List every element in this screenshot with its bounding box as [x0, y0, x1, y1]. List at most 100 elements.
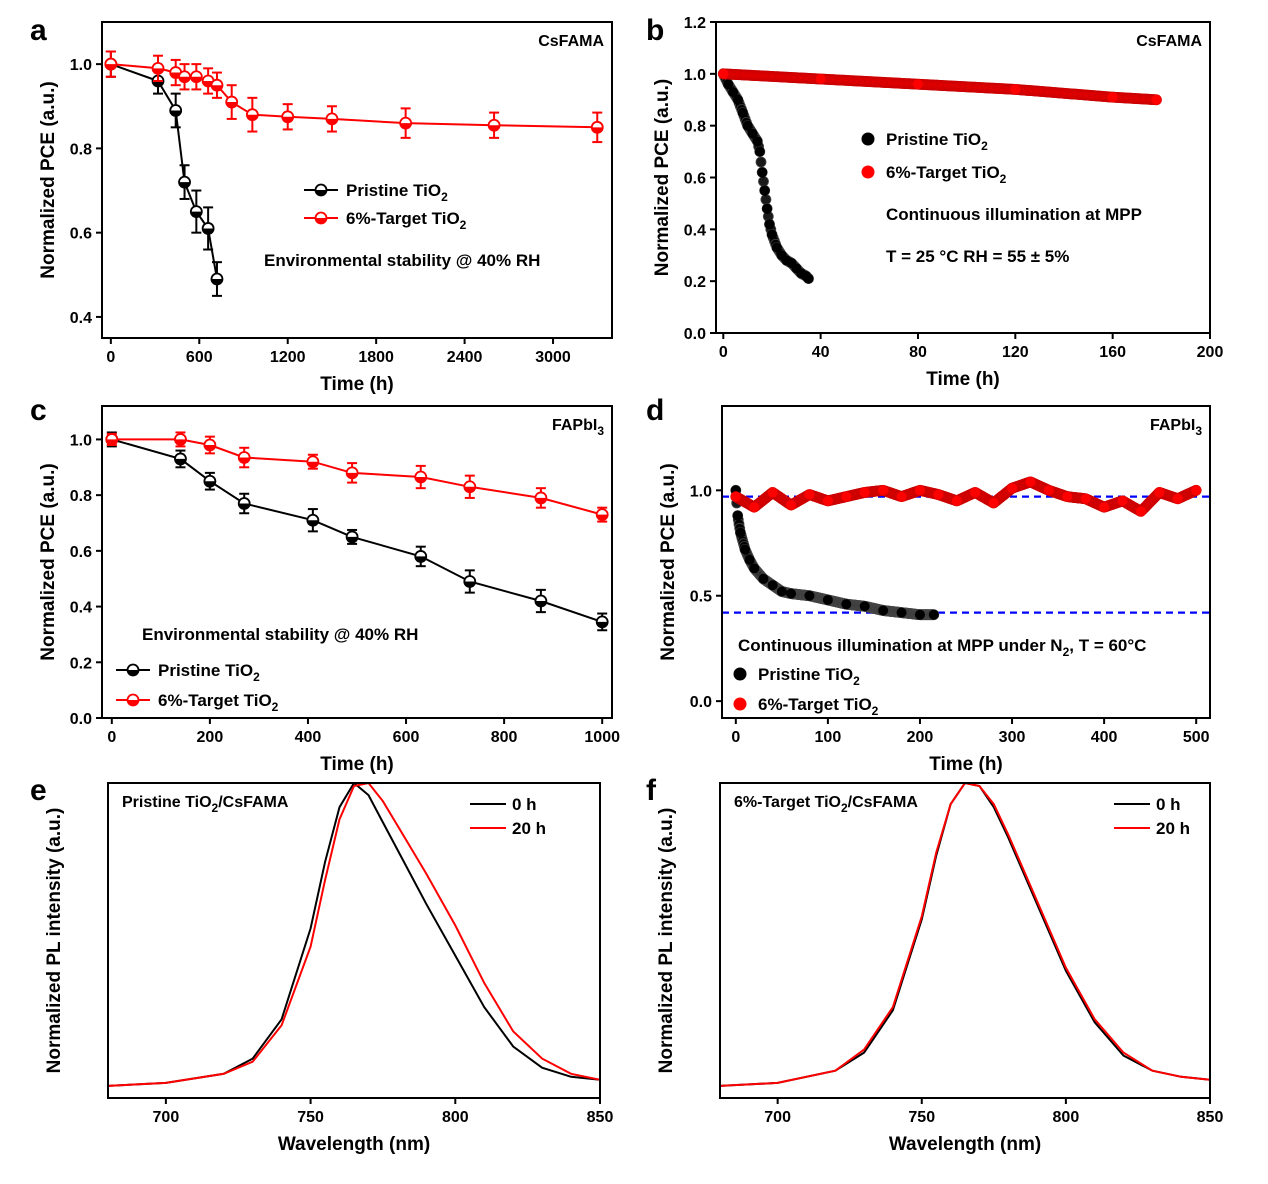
- series-0-anchor-point: [762, 203, 773, 214]
- y-tick-label: 1.0: [684, 67, 706, 84]
- series-0-line: [108, 783, 600, 1087]
- series-1-anchor-point: [951, 495, 962, 506]
- series-0-markers: [717, 68, 814, 285]
- x-tick-label: 850: [1197, 1109, 1224, 1126]
- x-tick-label: 120: [1002, 344, 1029, 361]
- series-0-anchor-point: [744, 554, 755, 565]
- series-0-anchor-point: [804, 590, 815, 601]
- legend-entry-b-0: Pristine TiO2: [861, 130, 988, 153]
- series-1-point-fill: [400, 123, 412, 129]
- plot-area: [108, 783, 600, 1087]
- legend-label: 0 h: [1156, 795, 1181, 814]
- legend-label-sub: 2: [981, 139, 988, 153]
- x-tick-label: 800: [442, 1109, 469, 1126]
- legend-label-main: 6%-Target TiO: [886, 163, 1000, 182]
- series-0-anchor-point: [878, 605, 889, 616]
- corner-label-tail: /CsFAMA: [848, 794, 919, 811]
- series-0-point: [760, 194, 772, 205]
- series-0-anchor-point: [822, 594, 833, 605]
- plot-frame: [101, 405, 613, 719]
- series-1-anchor-point: [1117, 495, 1128, 506]
- plot-area: [717, 68, 1162, 285]
- series-0-point-fill: [415, 556, 427, 562]
- x-tick-label: 400: [1091, 729, 1118, 746]
- x-axis-label: Time (h): [929, 754, 1003, 775]
- series-0-point-fill: [179, 182, 191, 188]
- series-0-anchor-point: [754, 146, 765, 157]
- series-0-point-fill: [211, 279, 223, 285]
- x-tick-label: 0: [731, 729, 740, 746]
- series-1-point-fill: [174, 439, 186, 445]
- series-1-point-fill: [226, 102, 238, 108]
- series-0-markers: [730, 484, 940, 621]
- series-0-anchor-point: [732, 510, 743, 521]
- annotation: Environmental stability @ 40% RH: [264, 251, 540, 270]
- series-0-point-fill: [202, 228, 214, 234]
- y-axis-label: Normalized PCE (a.u.): [38, 81, 59, 278]
- series-1-anchor-point: [912, 79, 923, 90]
- series-1-anchor-point: [730, 491, 741, 502]
- panel-label-e: e: [30, 774, 47, 807]
- legend-label: Pristine TiO2: [758, 665, 860, 688]
- y-axis-label: Normalized PCE (a.u.): [38, 463, 59, 660]
- series-1-point-fill: [105, 64, 117, 70]
- corner-label-main: CsFAMA: [538, 33, 604, 50]
- y-tick-label: 0.6: [70, 544, 92, 561]
- plot-frame: [107, 782, 601, 1099]
- series-0-anchor-point: [740, 544, 751, 555]
- series-1-anchor-point: [718, 68, 729, 79]
- x-axis-label: Wavelength (nm): [278, 1134, 430, 1155]
- y-tick-label: 0.4: [684, 222, 706, 239]
- panel-label-f: f: [646, 774, 657, 807]
- series-0-point-fill: [346, 536, 358, 543]
- series-1-anchor-point: [815, 74, 826, 85]
- series-1-anchor-point: [1172, 493, 1183, 504]
- legend-marker: [733, 667, 747, 681]
- x-tick-label: 800: [491, 729, 518, 746]
- series-0-anchor-point: [747, 128, 758, 139]
- y-tick-label: 1.0: [70, 57, 92, 74]
- y-tick-label: 0.4: [70, 600, 92, 617]
- series-1-anchor-point: [988, 497, 999, 508]
- panel-d: d 0 100 200 300 400 500 0.0 0.5 1.0 Time (h) Normal…: [646, 394, 1211, 775]
- y-axis-label: Normalized PL intensity (a.u.): [656, 808, 677, 1074]
- panel-b: b 0 40 80 120 160 200 0.0 0.2 0.4 0.6 0.8 1.0 1.2 Time…: [646, 14, 1223, 390]
- series-0-anchor-point: [896, 607, 907, 618]
- panel-label-a: a: [30, 14, 47, 47]
- y-tick-label: 1.0: [690, 483, 712, 500]
- x-tick-label: 700: [764, 1109, 791, 1126]
- x-axis-label: Time (h): [320, 754, 394, 775]
- legend-entry-f-0: 0 h: [1114, 795, 1181, 814]
- legend-label: 6%-Target TiO2: [346, 209, 467, 232]
- x-tick-label: 700: [153, 1109, 180, 1126]
- series-1-point-fill: [326, 118, 338, 125]
- series-0-anchor-point: [737, 107, 748, 118]
- y-tick-label: 0.6: [70, 226, 92, 243]
- series-1-anchor-point: [859, 487, 870, 498]
- legend-label-sub: 2: [272, 700, 279, 714]
- plot-frame: [101, 21, 613, 339]
- series-0-anchor-point: [914, 609, 925, 620]
- legend-label: 0 h: [512, 795, 537, 814]
- series-0-point: [758, 175, 769, 187]
- legend-entry-e-1: 20 h: [470, 819, 546, 838]
- series-1-anchor-point: [749, 502, 760, 513]
- series-1-point-fill: [307, 461, 319, 468]
- x-tick-label: 600: [393, 729, 420, 746]
- series-0-point: [755, 156, 767, 168]
- corner-label-sub: 2: [841, 801, 848, 815]
- series-1-point-fill: [211, 85, 223, 91]
- series-0-anchor-point: [776, 586, 787, 597]
- y-tick-label: 0.8: [684, 119, 706, 136]
- series-0-point-fill: [238, 503, 250, 509]
- legend-entry-a-0: Pristine TiO2: [304, 181, 448, 204]
- legend-marker-fill: [127, 700, 139, 706]
- x-axis-label: Time (h): [320, 374, 394, 395]
- series-1-point-fill: [106, 439, 118, 445]
- series-0-point-fill: [170, 110, 182, 116]
- panel-label-b: b: [646, 14, 664, 47]
- series-1-anchor-point: [1154, 487, 1165, 498]
- series-1-markers: [717, 68, 1162, 106]
- series-0-anchor-point: [786, 588, 797, 599]
